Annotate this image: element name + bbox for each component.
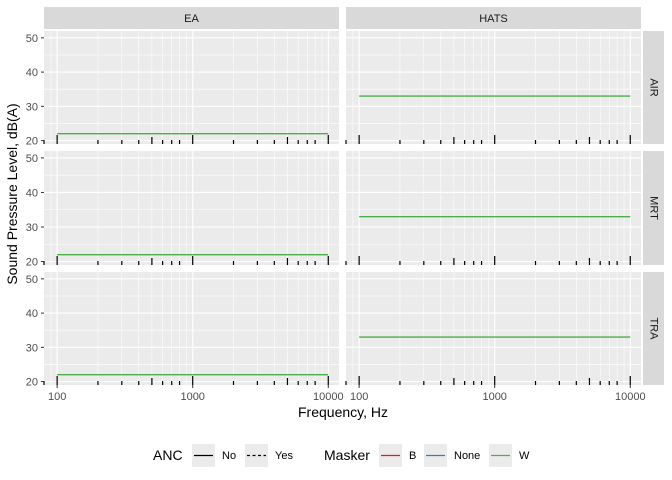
frequency-rug xyxy=(43,135,329,144)
panel-background xyxy=(346,272,641,385)
frequency-rug xyxy=(345,135,631,144)
panel-hats-tra xyxy=(345,272,641,385)
x-tick-label: 100 xyxy=(350,391,368,403)
y-axis-mrt: 20 30 40 50 xyxy=(26,153,44,269)
x-axis-hats: 100 1000 10000 xyxy=(350,385,646,403)
panel-ea-air xyxy=(43,31,339,144)
y-tick-label: 40 xyxy=(26,187,38,199)
y-tick-label: 50 xyxy=(26,33,38,45)
frequency-rug xyxy=(43,256,329,265)
strip-row-tra: TRA xyxy=(643,272,664,385)
x-tick-label: 1000 xyxy=(180,391,204,403)
strip-row-label: TRA xyxy=(648,318,660,341)
panels-layer: EA HATS AIR MRT TRA xyxy=(43,7,664,385)
strip-row-air: AIR xyxy=(643,31,664,144)
panel-hats-air xyxy=(345,31,641,144)
legend-key-background xyxy=(245,444,268,467)
x-tick-label: 10000 xyxy=(615,391,646,403)
panel-background xyxy=(44,31,339,144)
strip-col-background xyxy=(44,7,339,29)
y-tick-label: 20 xyxy=(26,136,38,148)
frequency-rug xyxy=(345,376,631,385)
strip-col-label: HATS xyxy=(479,13,508,25)
frequency-rug xyxy=(43,376,329,385)
x-tick-label: 10000 xyxy=(313,391,344,403)
panel-background xyxy=(346,31,641,144)
panel-background xyxy=(346,151,641,265)
legend-label-yes: Yes xyxy=(275,450,293,462)
y-tick-label: 40 xyxy=(26,308,38,320)
x-tick-label: 1000 xyxy=(482,391,506,403)
legend-anc-title: ANC xyxy=(153,447,183,463)
y-tick-label: 30 xyxy=(26,342,38,354)
legend: ANC No Yes Masker B None W xyxy=(153,444,530,467)
strip-row-mrt: MRT xyxy=(643,151,664,265)
legend-label-b: B xyxy=(409,450,416,462)
strip-col-label: EA xyxy=(184,13,199,25)
panel-background xyxy=(44,151,339,265)
y-tick-label: 40 xyxy=(26,67,38,79)
panel-ea-mrt xyxy=(43,151,339,265)
frequency-rug xyxy=(345,256,631,265)
x-tick-label: 100 xyxy=(48,391,66,403)
strip-col-background xyxy=(346,7,641,29)
legend-label-none: None xyxy=(454,450,480,462)
x-axis-ea: 100 1000 10000 xyxy=(48,385,344,403)
panel-hats-mrt xyxy=(345,151,641,265)
legend-anc: ANC No Yes xyxy=(153,444,293,467)
panel-background xyxy=(44,272,339,385)
panel-ea-tra xyxy=(43,272,339,385)
legend-label-no: No xyxy=(222,450,236,462)
strip-row-background xyxy=(643,151,664,265)
y-tick-label: 20 xyxy=(26,257,38,269)
y-tick-label: 50 xyxy=(26,274,38,286)
strip-col-hats: HATS xyxy=(346,7,641,29)
strip-row-label: MRT xyxy=(648,196,660,220)
legend-label-w: W xyxy=(519,450,530,462)
y-tick-label: 30 xyxy=(26,222,38,234)
y-axis-tra: 20 30 40 50 xyxy=(26,274,44,389)
y-tick-label: 20 xyxy=(26,377,38,389)
y-axis-title: Sound Pressure Level, dB(A) xyxy=(4,103,20,284)
y-tick-label: 30 xyxy=(26,101,38,113)
y-tick-label: 50 xyxy=(26,153,38,165)
legend-masker: Masker B None W xyxy=(324,444,530,467)
strip-row-background xyxy=(643,272,664,385)
strip-row-label: AIR xyxy=(648,78,660,96)
strip-col-ea: EA xyxy=(44,7,339,29)
y-axis-air: 20 30 40 50 xyxy=(26,33,44,148)
x-axis-title: Frequency, Hz xyxy=(298,404,388,420)
strip-row-background xyxy=(643,31,664,144)
legend-masker-title: Masker xyxy=(324,447,370,463)
